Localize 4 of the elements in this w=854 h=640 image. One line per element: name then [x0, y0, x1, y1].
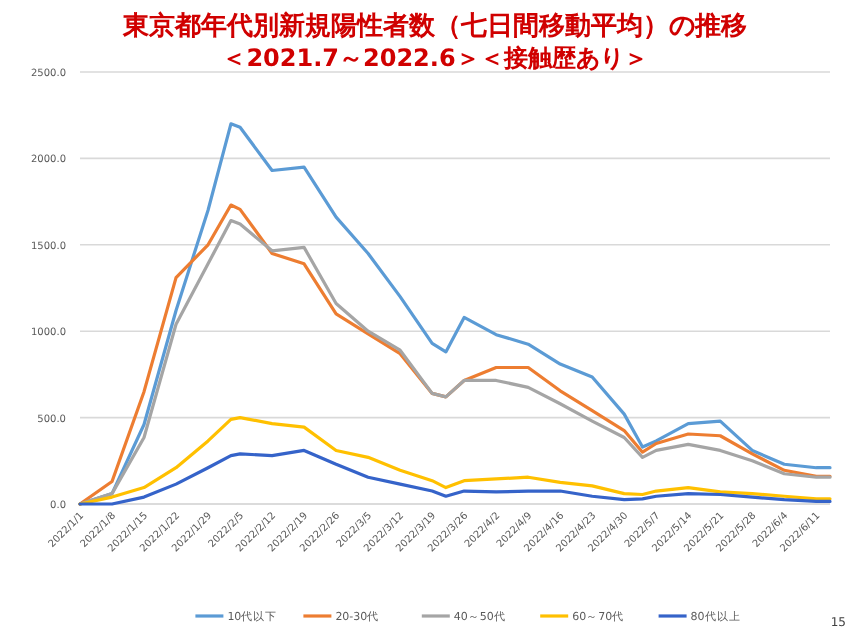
chart-title: 東京都年代別新規陽性者数（七日間移動平均）の推移	[121, 10, 747, 42]
line-series	[78, 448, 832, 506]
chart-subtitle: ＜2021.7～2022.6＞＜接触歴あり＞	[222, 44, 648, 72]
line-series	[78, 416, 832, 506]
